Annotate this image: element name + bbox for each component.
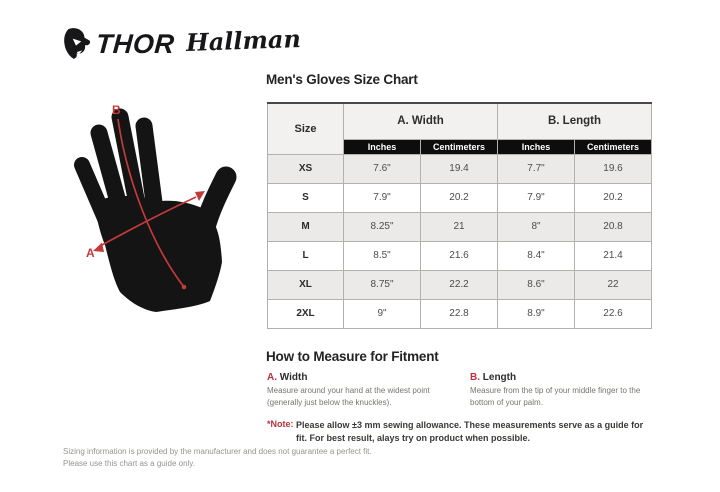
measure-columns: A. Width Measure around your hand at the… [267,372,655,408]
value-cell: 20.8 [574,211,652,242]
value-cell: 8.5" [343,240,421,271]
measure-length-key: B. [470,372,480,383]
value-cell: 8.6" [497,269,575,300]
measure-length-description: Measure from the tip of your middle fing… [470,386,641,407]
width-arrowhead-left [93,242,104,252]
value-cell: 7.9" [497,182,575,213]
value-cell: 20.2 [574,182,652,213]
table-row: 2XL 9" 22.8 8.9" 22.6 [267,298,652,329]
value-cell: 19.4 [420,153,498,184]
size-chart-table: Size A. Width B. Length Inches Centimete… [267,102,652,329]
value-cell: 8.75" [343,269,421,300]
note-text: Please allow ±3 mm sewing allowance. The… [296,420,644,444]
table-row: XS 7.6" 19.4 7.7" 19.6 [267,153,652,184]
measure-width-key: A. [267,372,277,383]
measure-width-label: Width [279,372,308,383]
disclaimer-line-2: Please use this chart as a guide only. [63,459,195,468]
value-cell: 19.6 [574,153,652,184]
size-cell: L [267,240,344,271]
length-measure-line [117,118,185,288]
measure-section-title: How to Measure for Fitment [266,349,439,364]
value-cell: 8.4" [497,240,575,271]
value-cell: 22 [574,269,652,300]
width-group-header: A. Width [343,102,498,140]
thor-logo-text: THOR [94,28,176,59]
length-inches-header: Inches [497,138,575,155]
measure-item-width: A. Width Measure around your hand at the… [267,372,470,408]
thor-logo: THOR [62,28,176,60]
sizing-disclaimer: Sizing information is provided by the ma… [63,446,372,470]
table-subheader-row: Inches Centimeters Inches Centimeters [268,138,652,155]
value-cell: 22.2 [420,269,498,300]
glove-measurement-diagram: B A [58,85,258,335]
glove-illustration: B A [74,103,237,312]
length-group-header: B. Length [497,102,652,140]
thor-helmet-icon [64,28,91,59]
size-chart-title: Men's Gloves Size Chart [266,72,418,87]
width-measure-line [101,196,197,246]
size-table-body: XS 7.6" 19.4 7.7" 19.6 S 7.9" 20.2 7.9" 20.2 M 8.25… [267,153,652,329]
width-arrowhead-right [195,191,205,201]
note-label: *Note: [267,419,294,429]
size-cell: XS [267,153,344,184]
fit-note: *Note: Please allow ±3 mm sewing allowan… [267,419,648,445]
value-cell: 8" [497,211,575,242]
table-row: M 8.25" 21 8" 20.8 [267,211,652,242]
size-cell: 2XL [267,298,344,329]
value-cell: 8.25" [343,211,421,242]
measure-length-label: Length [482,372,517,383]
width-centimeters-header: Centimeters [420,138,498,155]
size-cell: XL [267,269,344,300]
value-cell: 21 [420,211,498,242]
disclaimer-line-1: Sizing information is provided by the ma… [63,447,372,456]
label-a: A [86,246,95,260]
length-line-endpoint [181,284,187,290]
value-cell: 22.8 [420,298,498,329]
measure-width-heading: A. Width [267,372,470,383]
measure-width-description: Measure around your hand at the widest p… [267,386,430,407]
hallman-logo: Hallman [185,24,302,57]
label-b: B [112,103,121,117]
value-cell: 22.6 [574,298,652,329]
value-cell: 7.6" [343,153,421,184]
value-cell: 7.9" [343,182,421,213]
glove-palm [94,196,222,312]
width-inches-header: Inches [343,138,421,155]
table-group-header-row: Size A. Width B. Length [267,102,652,155]
value-cell: 21.4 [574,240,652,271]
table-row: L 8.5" 21.6 8.4" 21.4 [267,240,652,271]
value-cell: 8.9" [497,298,575,329]
value-cell: 20.2 [420,182,498,213]
table-row: XL 8.75" 22.2 8.6" 22 [267,269,652,300]
table-row: S 7.9" 20.2 7.9" 20.2 [267,182,652,213]
size-cell: M [267,211,344,242]
size-cell: S [267,182,344,213]
measure-item-length: B. Length Measure from the tip of your m… [470,372,655,408]
size-column-header: Size [267,102,344,155]
value-cell: 21.6 [420,240,498,271]
measure-length-heading: B. Length [470,372,655,383]
value-cell: 9" [343,298,421,329]
value-cell: 7.7" [497,153,575,184]
length-centimeters-header: Centimeters [574,138,652,155]
